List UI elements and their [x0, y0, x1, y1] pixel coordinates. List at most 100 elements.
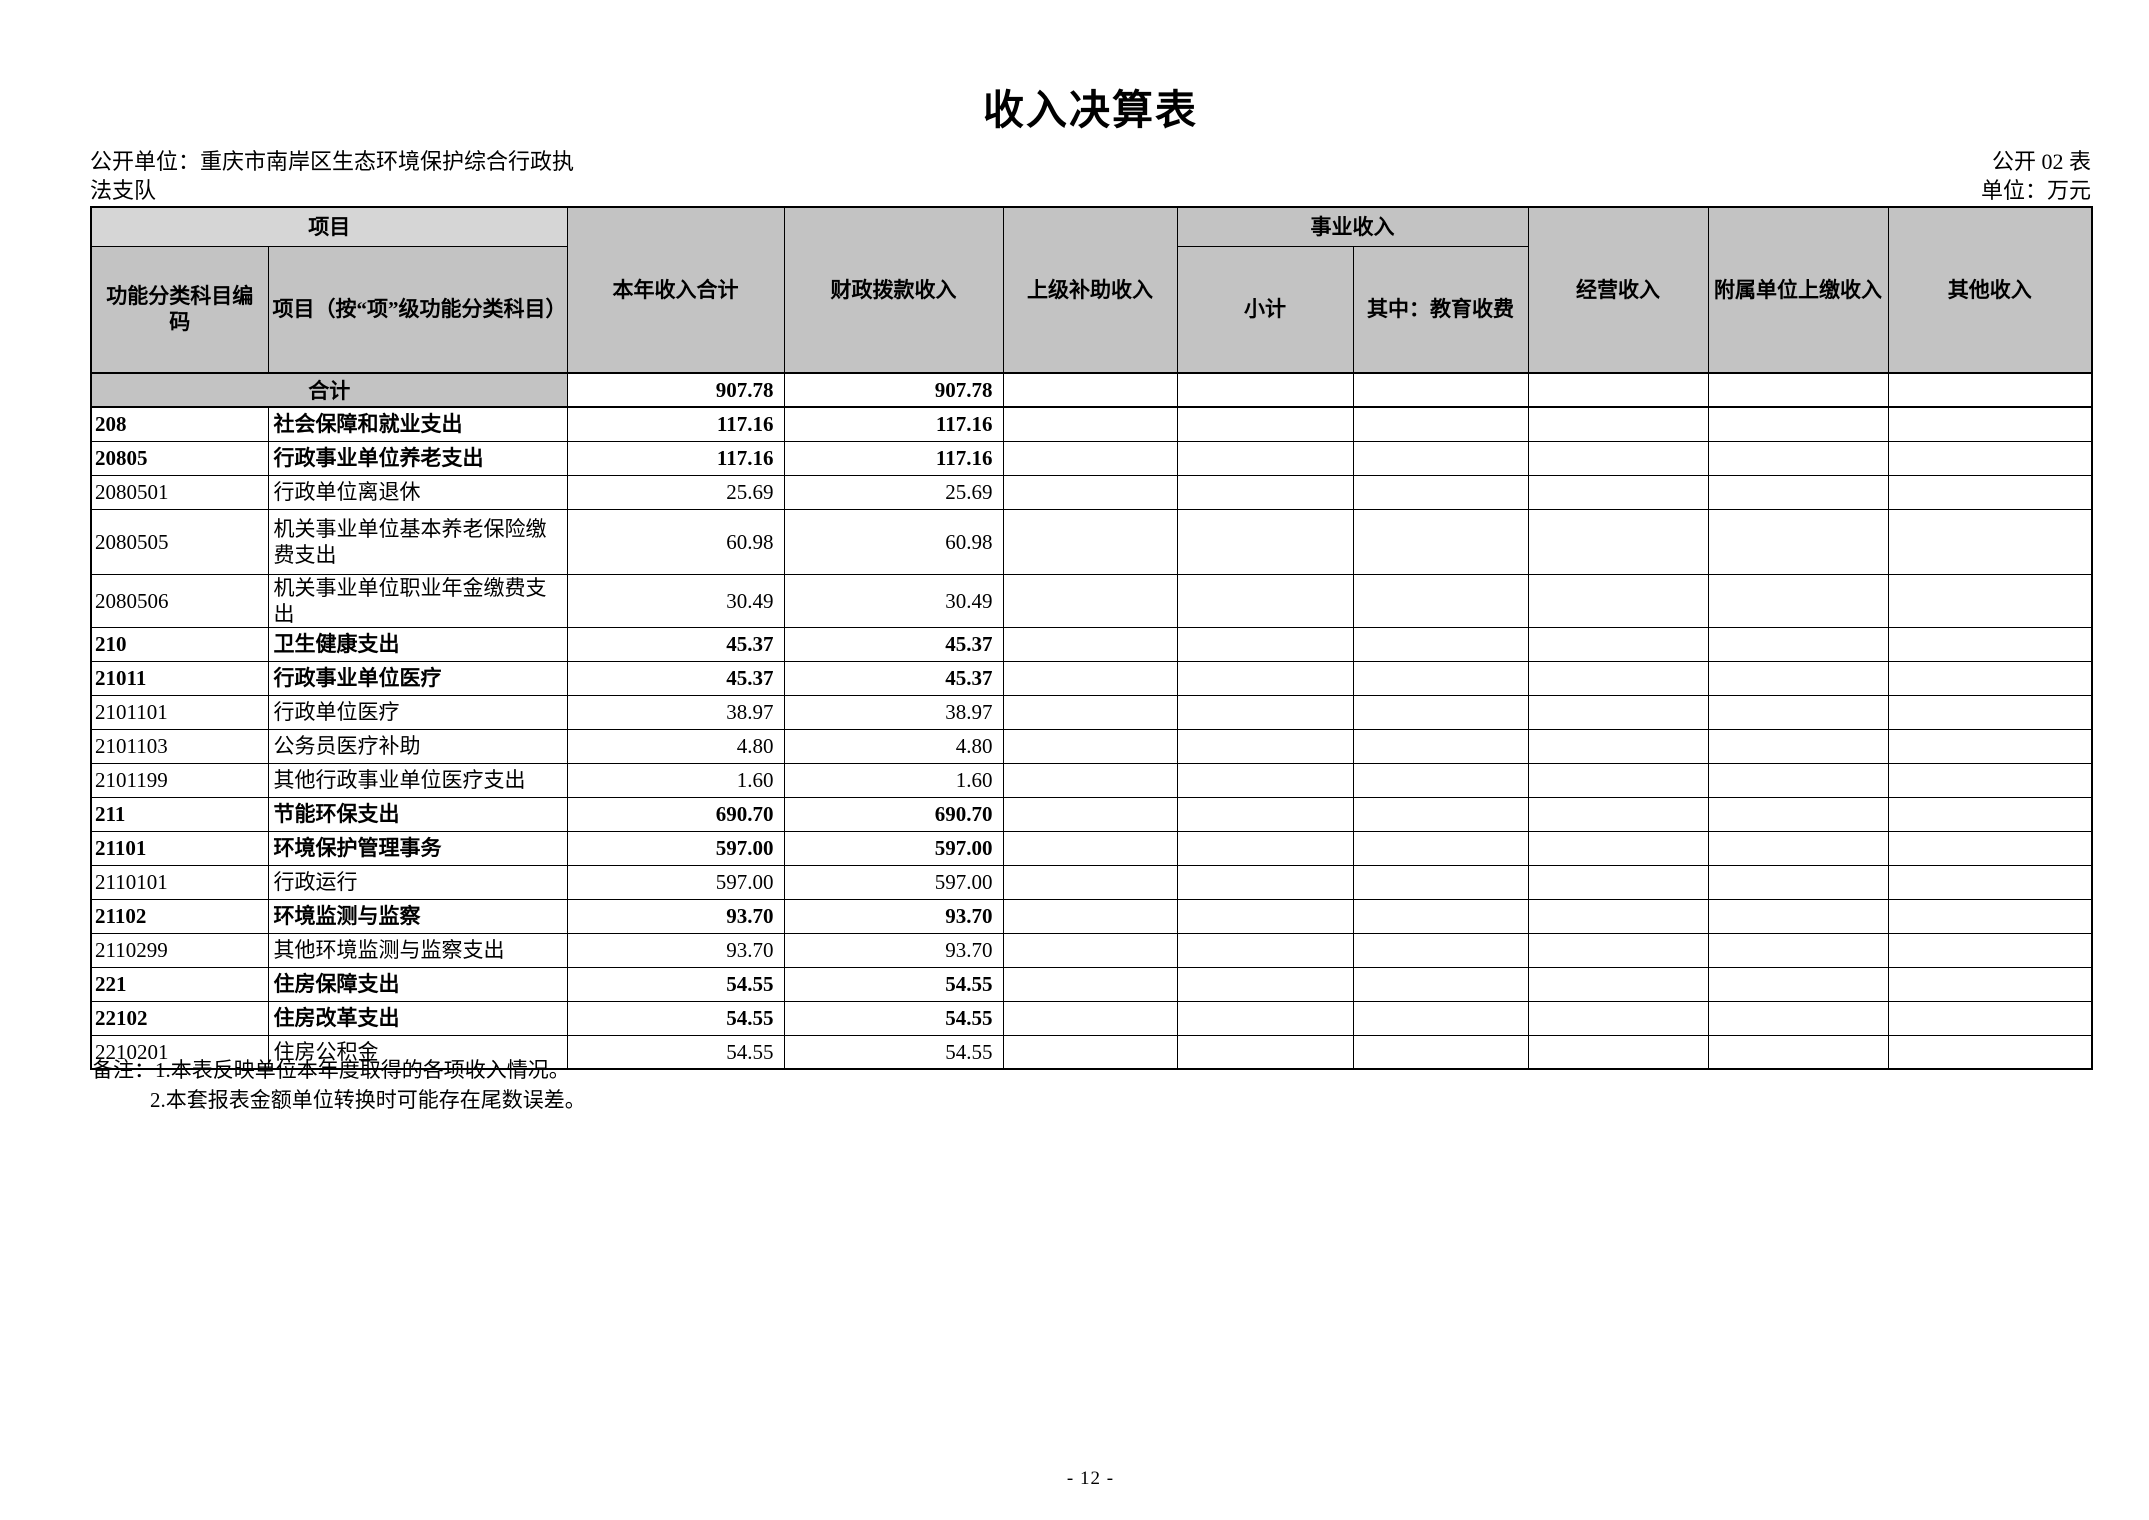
unit-label: 单位：万元 [1980, 178, 2091, 203]
cell-fiscal-income: 93.70 [783, 932, 1004, 968]
cell-affiliated-income [1707, 440, 1889, 476]
page-number: - 12 - [1066, 1468, 1115, 1489]
cell-func-code: 2210201 [90, 1034, 269, 1070]
cell-other-income [1887, 728, 2093, 764]
header-operating-income: 经营收入 [1527, 206, 1709, 374]
cell-project-name: 机关事业单位基本养老保险缴费支出 [267, 508, 568, 575]
cell-other-income [1887, 372, 2093, 408]
cell-education-fee [1352, 1000, 1529, 1036]
doc-meta: 公开 02 表 单位：万元 [1981, 147, 2091, 205]
cell-education-fee [1352, 440, 1529, 476]
cell-fiscal-income: 25.69 [783, 474, 1004, 510]
table-row: 20805 行政事业单位养老支出 117.16 117.16 [90, 440, 2093, 476]
cell-other-income [1887, 830, 2093, 866]
cell-func-code: 21102 [90, 898, 269, 934]
cell-fiscal-income: 93.70 [783, 898, 1004, 934]
cell-func-code: 21101 [90, 830, 269, 866]
cell-education-fee [1352, 932, 1529, 968]
cell-func-code: 2080506 [90, 573, 269, 628]
cell-superior-subsidy [1002, 626, 1178, 662]
cell-business-subtotal [1176, 626, 1354, 662]
cell-other-income [1887, 1000, 2093, 1036]
total-row: 合计 907.78 907.78 [90, 372, 2093, 408]
cell-fiscal-income: 597.00 [783, 864, 1004, 900]
meta-row: 公开单位：重庆市南岸区生态环境保护综合行政执法支队 公开 02 表 单位：万元 [90, 147, 2091, 205]
cell-superior-subsidy [1002, 1000, 1178, 1036]
cell-business-subtotal [1176, 966, 1354, 1002]
table-row: 221 住房保障支出 54.55 54.55 [90, 966, 2093, 1002]
cell-operating-income [1527, 1034, 1709, 1070]
header-business-income-group: 事业收入 [1176, 206, 1529, 247]
cell-superior-subsidy [1002, 830, 1178, 866]
cell-year-total: 93.70 [566, 932, 785, 968]
cell-affiliated-income [1707, 1034, 1889, 1070]
cell-func-code: 20805 [90, 440, 269, 476]
cell-business-subtotal [1176, 660, 1354, 696]
cell-affiliated-income [1707, 474, 1889, 510]
cell-project-name: 住房公积金 [267, 1034, 568, 1070]
cell-func-code: 2101199 [90, 762, 269, 798]
cell-superior-subsidy [1002, 474, 1178, 510]
cell-business-subtotal [1176, 372, 1354, 408]
cell-year-total: 4.80 [566, 728, 785, 764]
cell-superior-subsidy [1002, 694, 1178, 730]
cell-superior-subsidy [1002, 796, 1178, 832]
cell-superior-subsidy [1002, 728, 1178, 764]
cell-education-fee [1352, 966, 1529, 1002]
cell-func-code: 22102 [90, 1000, 269, 1036]
table-row: 2101101 行政单位医疗 38.97 38.97 [90, 694, 2093, 730]
cell-education-fee [1352, 406, 1529, 442]
cell-operating-income [1527, 573, 1709, 628]
cell-education-fee [1352, 796, 1529, 832]
cell-affiliated-income [1707, 932, 1889, 968]
table-row: 2110299 其他环境监测与监察支出 93.70 93.70 [90, 932, 2093, 968]
cell-project-name: 其他环境监测与监察支出 [267, 932, 568, 968]
cell-fiscal-income: 30.49 [783, 573, 1004, 628]
cell-superior-subsidy [1002, 406, 1178, 442]
table-row: 2110101 行政运行 597.00 597.00 [90, 864, 2093, 900]
publisher-label: 公开单位：重庆市南岸区生态环境保护综合行政执法支队 [90, 149, 575, 203]
cell-affiliated-income [1707, 660, 1889, 696]
cell-superior-subsidy [1002, 573, 1178, 628]
cell-project-name: 节能环保支出 [267, 796, 568, 832]
cell-year-total: 1.60 [566, 762, 785, 798]
cell-project-name: 行政事业单位医疗 [267, 660, 568, 696]
cell-project-name: 行政单位离退休 [267, 474, 568, 510]
cell-project-name: 行政事业单位养老支出 [267, 440, 568, 476]
cell-operating-income [1527, 864, 1709, 900]
cell-func-code: 2080505 [90, 508, 269, 575]
cell-fiscal-income: 54.55 [783, 1034, 1004, 1070]
cell-year-total: 30.49 [566, 573, 785, 628]
cell-business-subtotal [1176, 694, 1354, 730]
cell-operating-income [1527, 660, 1709, 696]
cell-func-code: 21011 [90, 660, 269, 696]
cell-fiscal-income: 907.78 [783, 372, 1004, 408]
cell-affiliated-income [1707, 762, 1889, 798]
cell-business-subtotal [1176, 830, 1354, 866]
cell-operating-income [1527, 508, 1709, 575]
cell-operating-income [1527, 898, 1709, 934]
cell-project-name: 环境监测与监察 [267, 898, 568, 934]
cell-superior-subsidy [1002, 508, 1178, 575]
cell-operating-income [1527, 728, 1709, 764]
cell-business-subtotal [1176, 508, 1354, 575]
cell-superior-subsidy [1002, 864, 1178, 900]
table-row: 2080501 行政单位离退休 25.69 25.69 [90, 474, 2093, 510]
table-row: 2101199 其他行政事业单位医疗支出 1.60 1.60 [90, 762, 2093, 798]
cell-year-total: 93.70 [566, 898, 785, 934]
cell-func-code: 221 [90, 966, 269, 1002]
cell-affiliated-income [1707, 796, 1889, 832]
header-business-subtotal: 小计 [1176, 245, 1354, 374]
cell-other-income [1887, 898, 2093, 934]
table-row: 21102 环境监测与监察 93.70 93.70 [90, 898, 2093, 934]
cell-year-total: 54.55 [566, 1034, 785, 1070]
cell-superior-subsidy [1002, 372, 1178, 408]
cell-operating-income [1527, 966, 1709, 1002]
cell-project-name: 卫生健康支出 [267, 626, 568, 662]
table-row: 21101 环境保护管理事务 597.00 597.00 [90, 830, 2093, 866]
cell-superior-subsidy [1002, 762, 1178, 798]
cell-func-code: 2110299 [90, 932, 269, 968]
cell-project-name: 行政运行 [267, 864, 568, 900]
cell-business-subtotal [1176, 932, 1354, 968]
cell-affiliated-income [1707, 406, 1889, 442]
